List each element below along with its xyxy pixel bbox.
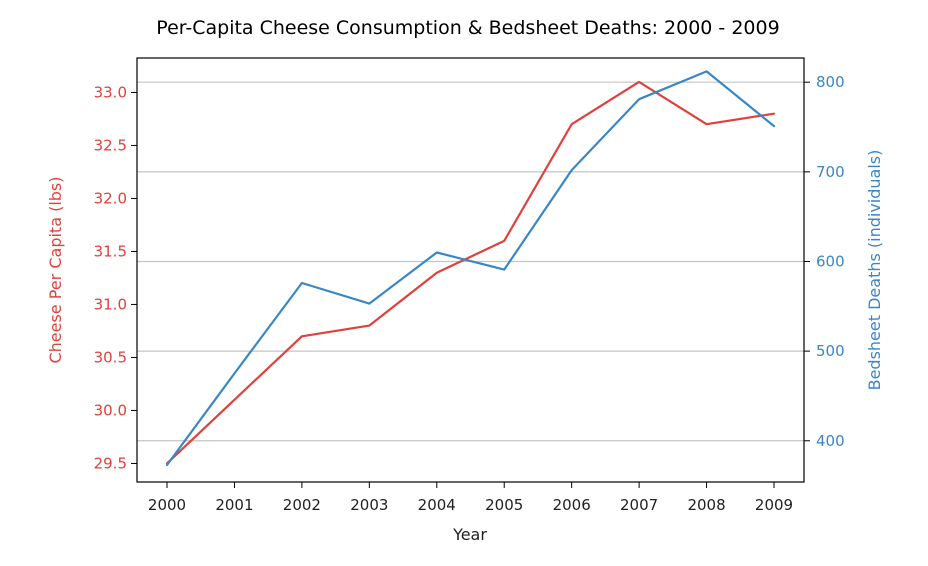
left-tick-label: 32.5 bbox=[94, 136, 127, 154]
x-axis-label: Year bbox=[452, 525, 487, 544]
left-tick-label: 30.0 bbox=[94, 401, 127, 419]
x-tick-label: 2000 bbox=[148, 496, 186, 514]
left-tick-label: 30.5 bbox=[94, 348, 127, 366]
cheese-series-line bbox=[165, 80, 776, 465]
chart-title: Per-Capita Cheese Consumption & Bedsheet… bbox=[156, 17, 779, 39]
left-tick-label: 31.0 bbox=[94, 295, 127, 313]
x-tick-label: 2002 bbox=[283, 496, 321, 514]
left-tick-label: 29.5 bbox=[94, 454, 127, 472]
x-tick-label: 2007 bbox=[620, 496, 658, 514]
x-tick-label: 2001 bbox=[215, 496, 253, 514]
right-tick-label: 500 bbox=[816, 342, 845, 360]
left-tick-label: 32.0 bbox=[94, 189, 127, 207]
bedsheet-deaths-series-line bbox=[165, 70, 776, 467]
plot-frame bbox=[136, 57, 805, 483]
left-tick-label: 33.0 bbox=[94, 83, 127, 101]
right-tick-label: 600 bbox=[816, 252, 845, 270]
x-tick-label: 2009 bbox=[755, 496, 793, 514]
right-tick-label: 800 bbox=[816, 73, 845, 91]
x-axis: 2000 2001 2002 2003 2004 2005 2006 2007 2008 2009 bbox=[148, 482, 793, 514]
x-tick-label: 2006 bbox=[553, 496, 591, 514]
right-tick-label: 400 bbox=[816, 432, 845, 450]
left-axis-label: Cheese Per Capita (lbs) bbox=[46, 176, 65, 363]
series-lines bbox=[165, 70, 776, 467]
right-y-axis: 400 500 600 700 800 bbox=[804, 73, 845, 450]
right-axis-label: Bedsheet Deaths (individuals) bbox=[865, 150, 884, 391]
right-tick-label: 700 bbox=[816, 163, 845, 181]
left-y-axis: 29.5 30.0 30.5 31.0 31.5 32.0 32.5 33.0 bbox=[94, 83, 137, 472]
x-tick-label: 2004 bbox=[418, 496, 456, 514]
x-tick-label: 2003 bbox=[350, 496, 388, 514]
left-tick-label: 31.5 bbox=[94, 242, 127, 260]
x-tick-label: 2008 bbox=[687, 496, 725, 514]
x-tick-label: 2005 bbox=[485, 496, 523, 514]
